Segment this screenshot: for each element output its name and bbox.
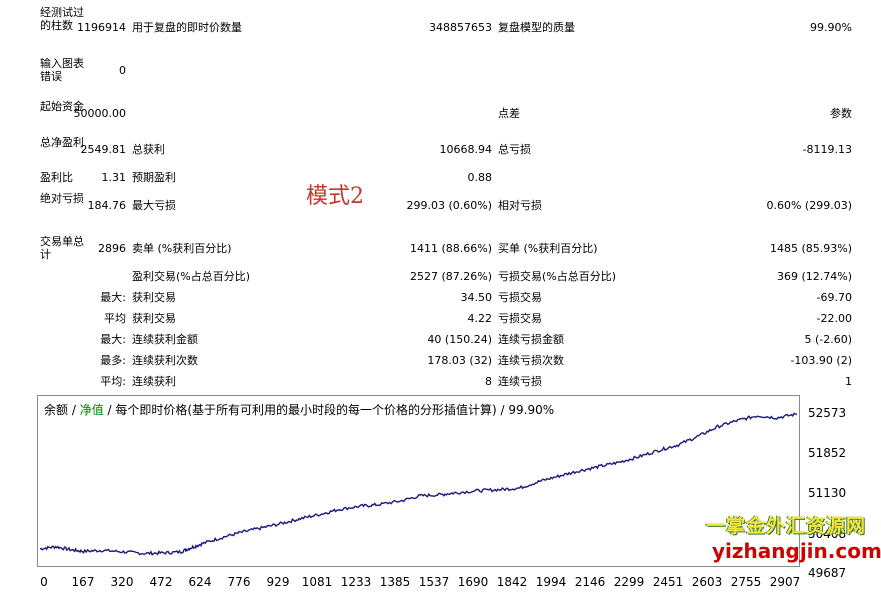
short-label: 卖单 (%获利百分比) [132,242,232,255]
y-tick: 49687 [808,566,847,580]
chart-legend: 余额 / 净值 / 每个即时价格(基于所有可利用的最小时段的每一个价格的分形插值… [44,401,554,418]
x-tick: 776 [227,575,251,589]
avg-win-value: 4.22 [467,312,493,325]
max-label-2: 最大: [100,333,126,346]
win-label: 盈利交易(%占总百分比) [132,270,251,283]
pf-label: 盈利比 [40,171,73,184]
x-tick: 624 [188,575,212,589]
gross-profit-value: 10668.94 [439,143,493,156]
net-label: 总净盈利 [40,136,84,149]
pf-value: 1.31 [101,171,127,184]
long-label: 买单 (%获利百分比) [498,242,598,255]
deposit-value: 50000.00 [73,107,127,120]
absdd-label: 绝对亏损 [40,192,84,205]
cons-win-cnt-label: 连续获利次数 [132,354,198,367]
expected-value: 0.88 [467,171,493,184]
legend-description: / 每个即时价格(基于所有可利用的最小时段的每一个价格的分形插值计算) / 99… [103,403,555,417]
x-tick: 2755 [730,575,762,589]
cons-win-amt-label: 连续获利金额 [132,333,198,346]
absdd-value: 184.76 [87,199,127,212]
avg-cons-win-label: 连续获利 [132,375,176,388]
trades-label: 交易单总计 [40,235,84,261]
y-tick: 51852 [808,446,847,460]
trades-value: 2896 [98,242,126,255]
avg-label-1: 平均 [104,312,126,325]
spread-value: 参数 [830,107,852,120]
expected-label: 预期盈利 [132,171,176,184]
avg-loss-label: 亏损交易 [498,312,542,325]
x-tick: 320 [110,575,134,589]
x-tick: 167 [71,575,95,589]
cons-win-amt-value: 40 (150.24) [427,333,492,346]
win-value: 2527 (87.26%) [409,270,492,283]
max-label-3: 最多: [100,354,126,367]
avg-win-label: 获利交易 [132,312,176,325]
watermark-url: yizhangjin.com [712,539,881,563]
deposit-label: 起始资金 [40,100,84,113]
cons-loss-cnt-label: 连续亏损次数 [498,354,564,367]
balance-chart-svg [39,412,798,556]
x-tick: 1842 [496,575,528,589]
maxdd-value: 299.03 (0.60%) [406,199,492,212]
short-value: 1411 (88.66%) [409,242,492,255]
x-tick: 1994 [535,575,567,589]
gross-loss-value: -8119.13 [802,143,852,156]
loss-value: 369 (12.74%) [776,270,852,283]
largest-win-value: 34.50 [460,291,493,304]
watermark-chinese: 一掌金外汇资源网 [706,515,867,537]
x-tick: 1081 [301,575,333,589]
y-tick: 51130 [808,486,847,500]
mode-annotation: 模式2 [306,184,364,209]
avg-cons-win-value: 8 [485,375,492,388]
x-tick: 1233 [340,575,372,589]
avg-label-2: 平均: [100,375,126,388]
x-tick: 472 [149,575,173,589]
mismatch-value: 0 [119,64,126,77]
legend-sep: / [68,403,80,417]
avg-cons-loss-label: 连续亏损 [498,375,542,388]
spread-label: 点差 [498,107,520,120]
legend-balance: 余额 [44,403,69,417]
x-tick: 2907 [769,575,801,589]
net-value: 2549.81 [80,143,127,156]
x-tick: 2451 [652,575,684,589]
balance-line [39,412,798,556]
largest-loss-value: -69.70 [816,291,852,304]
x-tick: 1690 [457,575,489,589]
gross-loss-label: 总亏损 [498,143,531,156]
quality-label: 复盘模型的质量 [498,21,575,34]
bars-label: 经测试过的柱数 [40,6,84,32]
loss-label: 亏损交易(%占总百分比) [498,270,617,283]
x-tick: 2146 [574,575,606,589]
x-tick: 929 [266,575,290,589]
x-tick: 2603 [691,575,723,589]
avg-cons-loss-value: 1 [845,375,852,388]
quality-value: 99.90% [810,21,852,34]
cons-loss-amt-value: 5 (-2.60) [804,333,852,346]
reldd-value: 0.60% (299.03) [766,199,852,212]
x-tick: 1385 [379,575,411,589]
avg-loss-value: -22.00 [816,312,852,325]
mismatch-label: 输入图表错误 [40,57,84,83]
largest-loss-label: 亏损交易 [498,291,542,304]
cons-win-cnt-value: 178.03 (32) [427,354,492,367]
ticks-label: 用于复盘的即时价数量 [132,21,242,34]
cons-loss-amt-label: 连续亏损金额 [498,333,564,346]
x-tick: 2299 [613,575,645,589]
max-label-1: 最大: [100,291,126,304]
largest-win-label: 获利交易 [132,291,176,304]
x-tick: 1537 [418,575,450,589]
y-tick: 52573 [808,406,847,420]
ticks-value: 348857653 [429,21,492,34]
cons-loss-cnt-value: -103.90 (2) [790,354,852,367]
legend-equity: 净值 [79,403,104,417]
maxdd-label: 最大亏损 [132,199,176,212]
long-value: 1485 (85.93%) [769,242,852,255]
x-tick: 0 [40,575,48,589]
balance-chart [37,395,800,567]
y-tick: 50408 [808,527,847,541]
gross-profit-label: 总获利 [132,143,165,156]
reldd-label: 相对亏损 [498,199,542,212]
bars-value: 1196914 [77,21,126,34]
